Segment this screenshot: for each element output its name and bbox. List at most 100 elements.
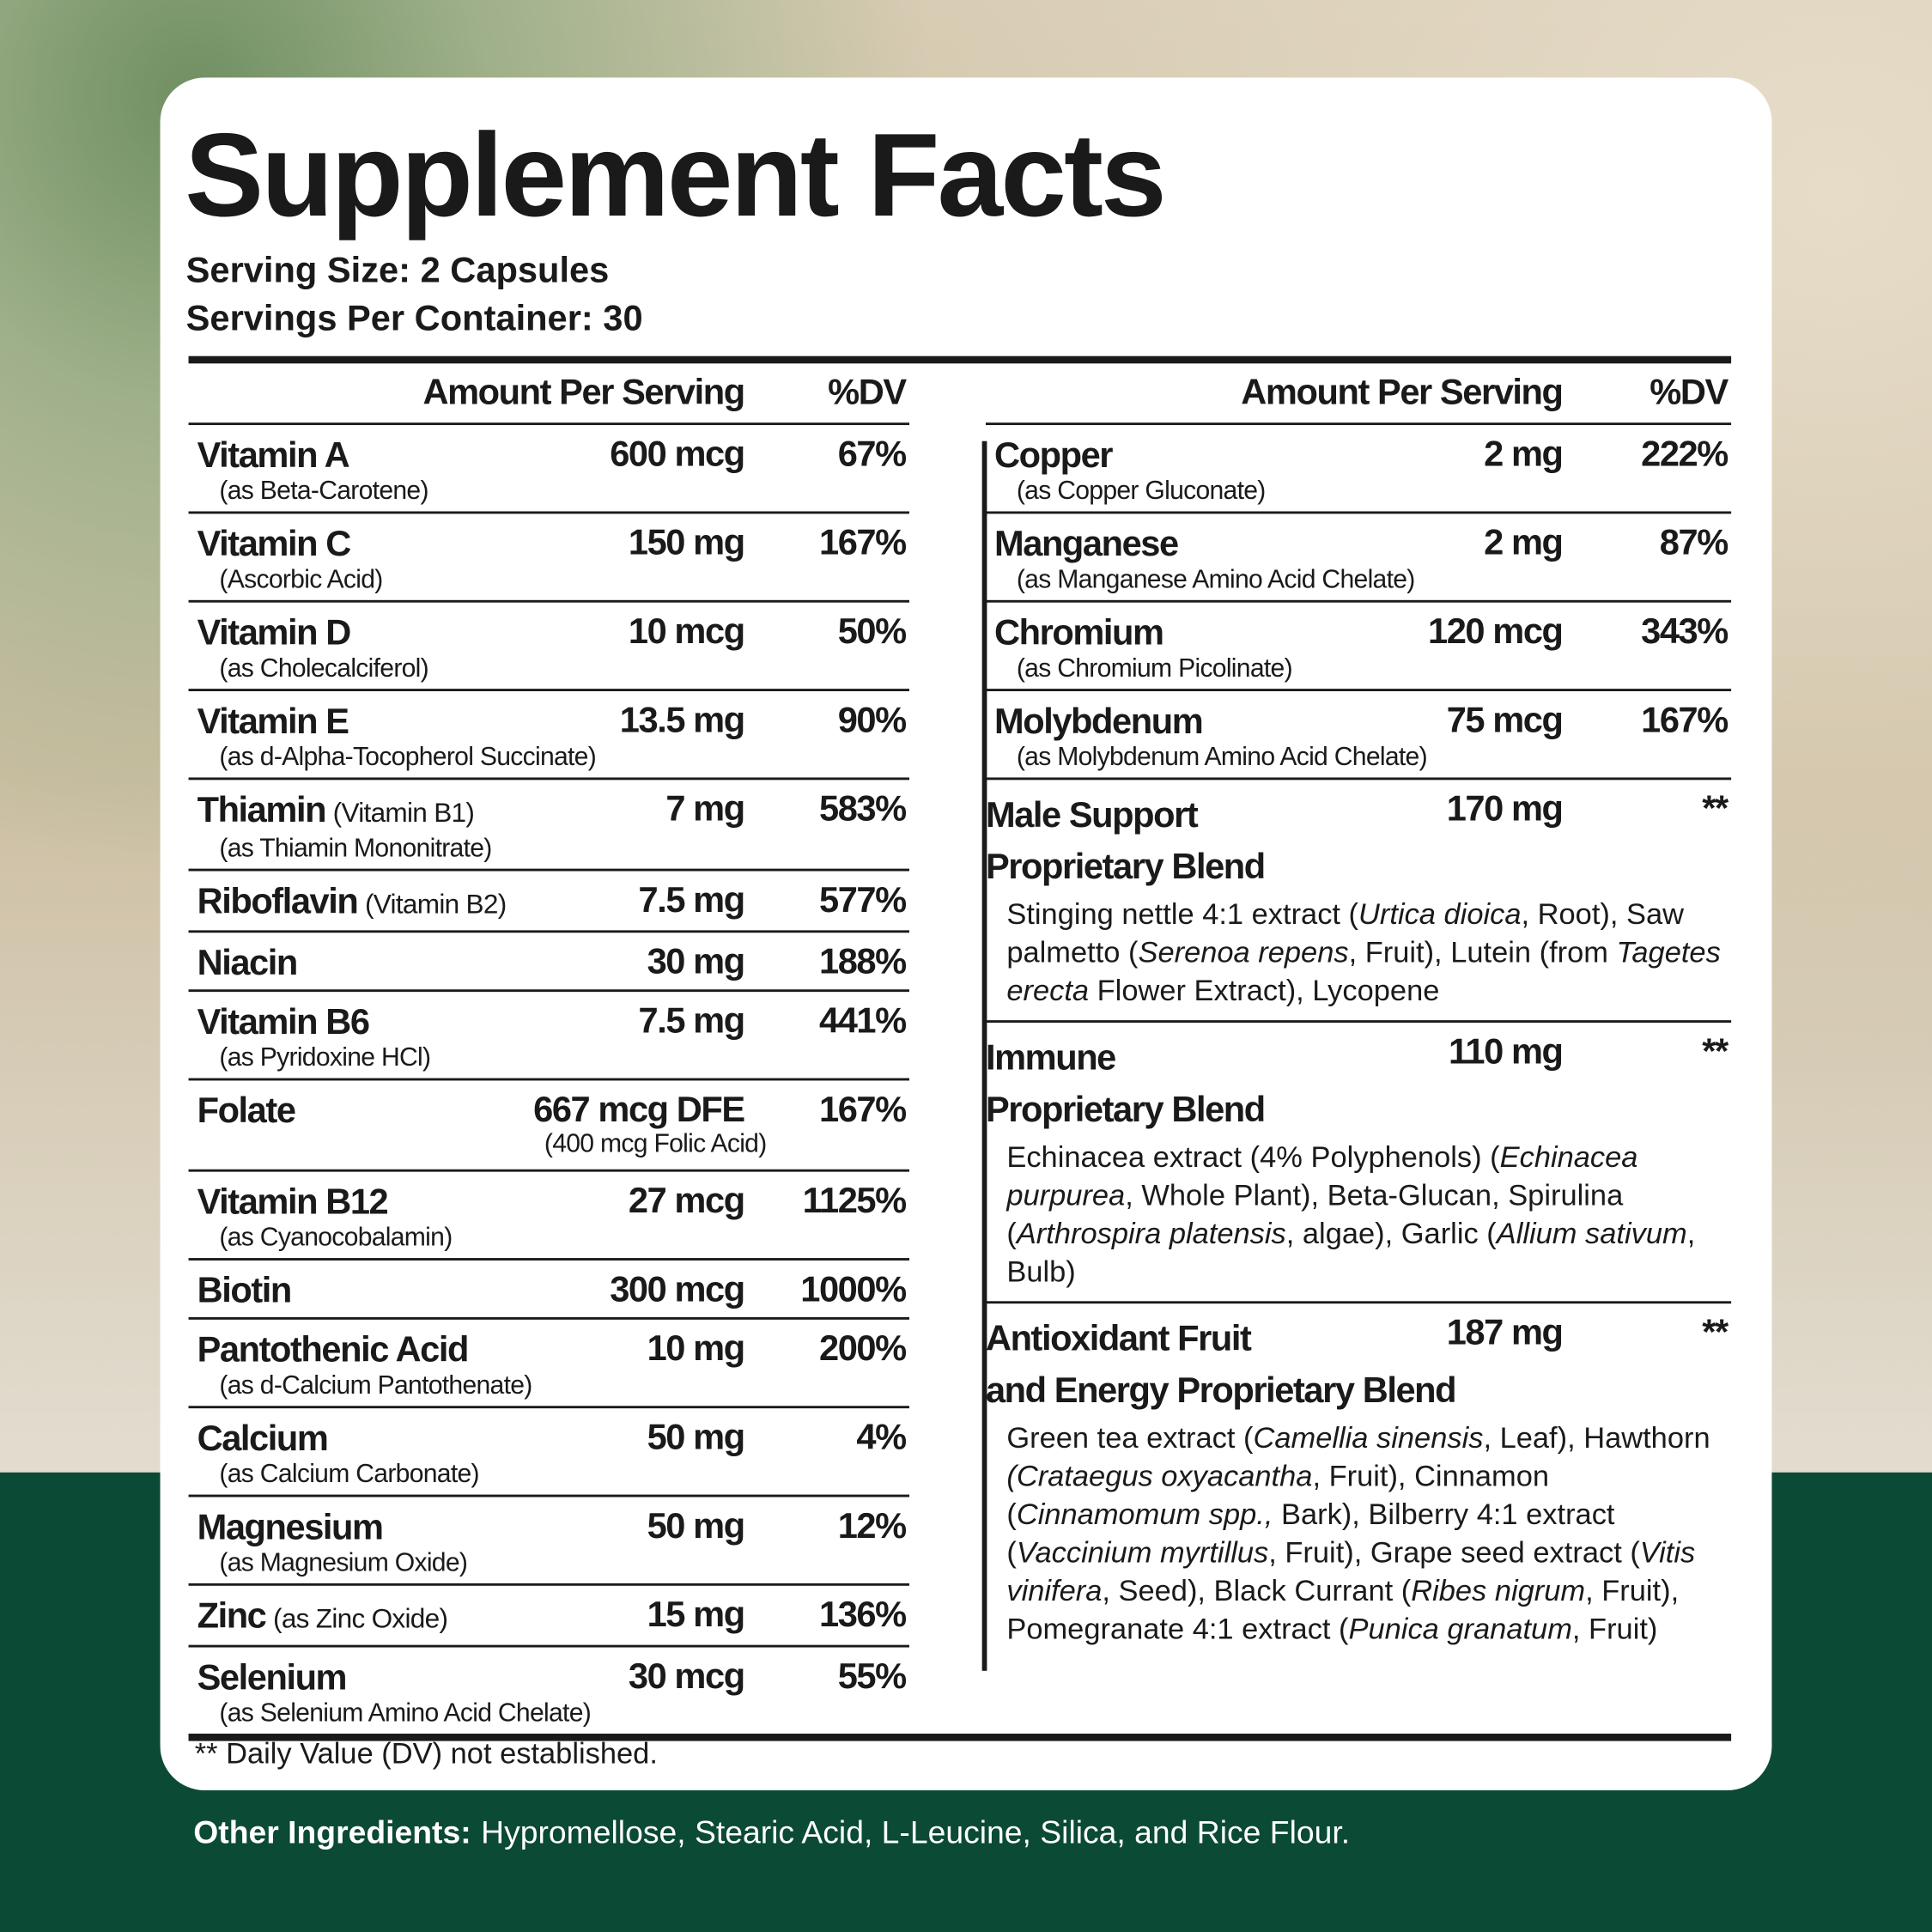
- description-part: Vaccinium myrtillus: [1016, 1536, 1269, 1571]
- nutrient-source: (as d-Alpha-Tocopherol Succinate): [219, 743, 597, 772]
- other-ingredients-text: Hypromellose, Stearic Acid, L-Leucine, S…: [481, 1814, 1351, 1851]
- dv-header: %DV: [1649, 373, 1728, 413]
- nutrient-dv: 1000%: [800, 1270, 907, 1310]
- nutrient-name: Copper: [994, 435, 1731, 477]
- nutrient-dv: 583%: [818, 789, 907, 829]
- nutrient-amount: 667 mcg DFE: [533, 1090, 745, 1130]
- nutrient-name-text: Vitamin E: [197, 702, 349, 742]
- nutrient-amount: 15 mg: [647, 1595, 746, 1636]
- description-part: Ribes nigrum: [1411, 1574, 1586, 1608]
- nutrient-name-text: Zinc: [197, 1596, 267, 1637]
- nutrient-name-text: Chromium: [994, 613, 1164, 653]
- nutrient-source: (as Cyanocobalamin): [219, 1223, 453, 1252]
- nutrient-source: (as Beta-Carotene): [219, 477, 428, 506]
- other-ingredients: Other Ingredients: Hypromellose, Stearic …: [193, 1814, 1350, 1851]
- nutrient-row: Manganese (as Manganese Amino Acid Chelat…: [985, 513, 1732, 603]
- nutrient-dv: 4%: [856, 1418, 907, 1458]
- description-part: , Fruit), Pomegranate 4:1 extract (: [1006, 1574, 1680, 1647]
- nutrient-row: Biotin 300 mcg 1000%: [188, 1261, 909, 1320]
- nutrient-amount: 10 mcg: [628, 612, 745, 653]
- nutrient-name-text: Biotin: [197, 1271, 293, 1311]
- description-part: Green tea extract (: [1006, 1421, 1254, 1455]
- nutrient-row: Zinc (as Zinc Oxide) 15 mg 136%: [188, 1586, 909, 1648]
- nutrient-name: Biotin: [197, 1270, 909, 1312]
- nutrient-source: (as Thiamin Mononitrate): [219, 834, 492, 863]
- nutrient-name-text: Magnesium: [197, 1508, 384, 1548]
- nutrient-dv: 167%: [818, 1090, 907, 1130]
- nutrient-row: Vitamin B6 (as Pyridoxine HCl) 7.5 mg 441%: [188, 992, 909, 1081]
- nutrient-name: Thiamin (Vitamin B1): [197, 790, 909, 835]
- description-part: , Fruit), Grape seed extract (: [1268, 1536, 1640, 1571]
- description-part: (Crataegus oxyacantha: [1006, 1460, 1313, 1494]
- description-part: Vitis vinifera: [1006, 1536, 1696, 1608]
- blend-amount: 110 mg: [1449, 1032, 1564, 1072]
- nutrient-row: Chromium (as Chromium Picolinate) 120 mcg 3…: [985, 603, 1732, 692]
- nutrient-row: Riboflavin (Vitamin B2) 7.5 mg 577%: [188, 872, 909, 933]
- blend-dv: **: [1702, 789, 1728, 829]
- blend-description: Stinging nettle 4:1 extract (Urtica dioi…: [986, 893, 1731, 1010]
- nutrient-name-text: Vitamin A: [197, 435, 350, 476]
- nutrient-row: Copper (as Copper Gluconate) 2 mg 222%: [985, 425, 1732, 514]
- nutrient-amount: 7.5 mg: [638, 1001, 745, 1042]
- nutrient-row: Vitamin C (Ascorbic Acid) 150 mg 167%: [188, 513, 909, 603]
- nutrient-row: Magnesium (as Magnesium Oxide) 50 mg 12%: [188, 1497, 909, 1586]
- description-part: Tagetes erecta: [1006, 936, 1721, 1008]
- blend-name: Immune: [985, 1038, 1116, 1078]
- blend: Immune Proprietary Blend 110 mg ** Echinacea…: [985, 1023, 1732, 1304]
- nutrient-name-text: Vitamin D: [197, 613, 352, 653]
- nutrient-amount: 600 mcg: [610, 434, 745, 475]
- nutrient-dv: 167%: [1641, 701, 1728, 741]
- blend-name: Male Support: [985, 795, 1199, 835]
- nutrient-name-text: Vitamin C: [197, 525, 352, 565]
- description-part: Serenoa repens: [1138, 936, 1349, 970]
- nutrient-amount: 50 mg: [647, 1418, 746, 1458]
- nutrient-source: (as Molybdenum Amino Acid Chelate): [1016, 743, 1428, 772]
- nutrient-name: Chromium: [994, 612, 1731, 654]
- blend-description: Echinacea extract (4% Polyphenols) (Echi…: [986, 1136, 1731, 1291]
- nutrient-row: Calcium (as Calcium Carbonate) 50 mg 4%: [188, 1408, 909, 1498]
- nutrient-row: Folate 667 mcg DFE (400 mcg Folic Acid) 167…: [188, 1080, 909, 1172]
- nutrient-note: (Vitamin B2): [364, 888, 507, 920]
- nutrient-row: Vitamin A (as Beta-Carotene) 600 mcg 67%: [188, 425, 909, 514]
- left-column: Amount Per Serving %DV Vitamin A (as Beta…: [188, 363, 909, 1734]
- nutrient-source: (as Magnesium Oxide): [219, 1548, 468, 1577]
- description-part: Cinnamomum spp.,: [1016, 1498, 1273, 1532]
- nutrient-amount: 50 mg: [647, 1506, 746, 1546]
- nutrient-name-text: Copper: [994, 435, 1113, 476]
- description-part: , algae), Garlic (: [1285, 1217, 1497, 1251]
- nutrient-name: Pantothenic Acid: [197, 1329, 909, 1371]
- description-part: Punica granatum: [1348, 1613, 1572, 1647]
- nutrient-amount: 30 mg: [647, 942, 746, 982]
- nutrient-row: Vitamin B12 (as Cyanocobalamin) 27 mcg 1125…: [188, 1172, 909, 1261]
- nutrient-amount: 7 mg: [665, 789, 745, 829]
- nutrient-name-text: Manganese: [994, 525, 1179, 565]
- nutrient-source: (as d-Calcium Pantothenate): [219, 1371, 532, 1400]
- nutrient-dv: 441%: [818, 1001, 907, 1042]
- blend-description: Green tea extract (Camellia sinensis, Le…: [986, 1417, 1731, 1649]
- nutrient-dv: 200%: [818, 1329, 907, 1370]
- description-part: , Fruit), Lutein (from: [1348, 936, 1617, 970]
- nutrient-amount: 75 mcg: [1446, 701, 1564, 741]
- nutrient-row: Pantothenic Acid (as d-Calcium Pantothena…: [188, 1320, 909, 1409]
- nutrient-row: Thiamin (Vitamin B1) (as Thiamin Mononitra…: [188, 780, 909, 872]
- description-part: Urtica dioica: [1358, 898, 1522, 932]
- right-column: Amount Per Serving %DV Copper (as Copper …: [985, 363, 1732, 1734]
- description-part: Camellia sinensis: [1253, 1421, 1484, 1455]
- nutrient-name: Niacin: [197, 943, 909, 985]
- nutrient-name: Vitamin D: [197, 612, 909, 654]
- description-part: , Leaf), Hawthorn: [1483, 1421, 1710, 1455]
- nutrient-amount: 2 mg: [1484, 523, 1564, 563]
- nutrient-note: (as Zinc Oxide): [273, 1602, 448, 1634]
- other-ingredients-label: Other Ingredients:: [193, 1814, 471, 1851]
- nutrient-dv: 50%: [837, 612, 907, 653]
- nutrient-name: Vitamin E: [197, 701, 909, 743]
- description-part: Arthrospira platensis: [1016, 1217, 1286, 1251]
- nutrient-dv: 136%: [818, 1595, 907, 1636]
- title: Supplement Facts: [185, 109, 1166, 242]
- nutrient-name: Folate: [197, 1091, 909, 1133]
- blend-amount: 170 mg: [1446, 789, 1564, 829]
- description-part: Stinging nettle 4:1 extract (: [1006, 898, 1359, 932]
- nutrient-amount: 13.5 mg: [619, 701, 745, 741]
- nutrient-name-text: Vitamin B12: [197, 1182, 389, 1223]
- footnote: ** Daily Value (DV) not established.: [194, 1737, 658, 1771]
